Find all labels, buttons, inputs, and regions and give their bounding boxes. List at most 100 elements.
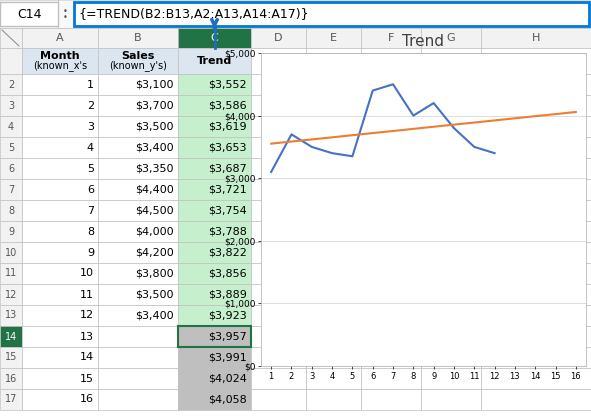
- Bar: [98, 389, 178, 410]
- Text: $3,687: $3,687: [208, 163, 247, 173]
- Bar: [361, 305, 421, 326]
- Text: •: •: [63, 7, 67, 15]
- Text: E: E: [330, 33, 337, 43]
- Bar: [421, 368, 481, 389]
- Bar: [98, 347, 178, 368]
- Text: {=TREND(B2:B13,A2:A13,A14:A17)}: {=TREND(B2:B13,A2:A13,A14:A17)}: [78, 8, 309, 20]
- Text: 5: 5: [87, 163, 94, 173]
- Bar: [22, 368, 98, 389]
- Bar: [421, 305, 481, 326]
- Bar: [251, 242, 306, 263]
- Text: 8: 8: [87, 226, 94, 236]
- Bar: [74, 2, 589, 26]
- Bar: [98, 28, 178, 48]
- Text: $4,024: $4,024: [208, 374, 247, 384]
- Bar: [306, 368, 361, 389]
- Text: 3: 3: [8, 100, 14, 111]
- Bar: [361, 179, 421, 200]
- Bar: [421, 326, 481, 347]
- Text: $3,700: $3,700: [135, 100, 174, 111]
- Bar: [251, 48, 306, 74]
- Bar: [481, 137, 591, 158]
- Text: $3,721: $3,721: [208, 184, 247, 194]
- Text: $3,754: $3,754: [208, 206, 247, 216]
- Bar: [22, 200, 98, 221]
- Bar: [251, 95, 306, 116]
- Bar: [481, 263, 591, 284]
- Bar: [306, 74, 361, 95]
- Text: 12: 12: [80, 311, 94, 321]
- Text: $3,800: $3,800: [135, 269, 174, 279]
- Bar: [251, 137, 306, 158]
- Bar: [361, 242, 421, 263]
- Text: A: A: [56, 33, 64, 43]
- Bar: [98, 158, 178, 179]
- Bar: [481, 368, 591, 389]
- Bar: [421, 28, 481, 48]
- Bar: [22, 137, 98, 158]
- Bar: [306, 326, 361, 347]
- Bar: [306, 389, 361, 410]
- Bar: [22, 48, 98, 74]
- Bar: [178, 284, 251, 305]
- Bar: [361, 368, 421, 389]
- Bar: [0, 305, 22, 326]
- Bar: [22, 28, 98, 48]
- Bar: [421, 137, 481, 158]
- Bar: [361, 48, 421, 74]
- Bar: [98, 242, 178, 263]
- Text: Month: Month: [40, 51, 80, 61]
- Bar: [251, 116, 306, 137]
- Bar: [251, 305, 306, 326]
- Text: G: G: [447, 33, 455, 43]
- Bar: [0, 242, 22, 263]
- Text: 2: 2: [8, 80, 14, 90]
- Bar: [306, 28, 361, 48]
- Bar: [98, 74, 178, 95]
- Bar: [361, 137, 421, 158]
- Text: H: H: [532, 33, 540, 43]
- Text: 6: 6: [87, 184, 94, 194]
- Bar: [0, 116, 22, 137]
- Bar: [306, 95, 361, 116]
- Bar: [251, 221, 306, 242]
- Text: $3,788: $3,788: [208, 226, 247, 236]
- Bar: [361, 347, 421, 368]
- Bar: [361, 158, 421, 179]
- Bar: [481, 28, 591, 48]
- Bar: [22, 95, 98, 116]
- Bar: [98, 221, 178, 242]
- Bar: [98, 116, 178, 137]
- Text: $3,653: $3,653: [209, 143, 247, 153]
- Text: 10: 10: [80, 269, 94, 279]
- Bar: [0, 0, 591, 28]
- Bar: [481, 158, 591, 179]
- Text: $3,822: $3,822: [208, 248, 247, 258]
- Bar: [306, 221, 361, 242]
- Text: 9: 9: [87, 248, 94, 258]
- Bar: [98, 179, 178, 200]
- Bar: [481, 48, 591, 74]
- Bar: [306, 137, 361, 158]
- Bar: [0, 368, 22, 389]
- Bar: [22, 263, 98, 284]
- Bar: [98, 137, 178, 158]
- Bar: [361, 221, 421, 242]
- Bar: [481, 389, 591, 410]
- Bar: [251, 389, 306, 410]
- Bar: [421, 116, 481, 137]
- Text: $3,500: $3,500: [135, 121, 174, 131]
- Bar: [58, 0, 59, 28]
- Bar: [0, 158, 22, 179]
- Bar: [421, 221, 481, 242]
- Bar: [178, 48, 251, 74]
- Bar: [361, 263, 421, 284]
- Bar: [306, 284, 361, 305]
- Text: 14: 14: [5, 332, 17, 342]
- Bar: [421, 48, 481, 74]
- Bar: [22, 284, 98, 305]
- Bar: [481, 242, 591, 263]
- Bar: [0, 179, 22, 200]
- Bar: [251, 74, 306, 95]
- Bar: [421, 200, 481, 221]
